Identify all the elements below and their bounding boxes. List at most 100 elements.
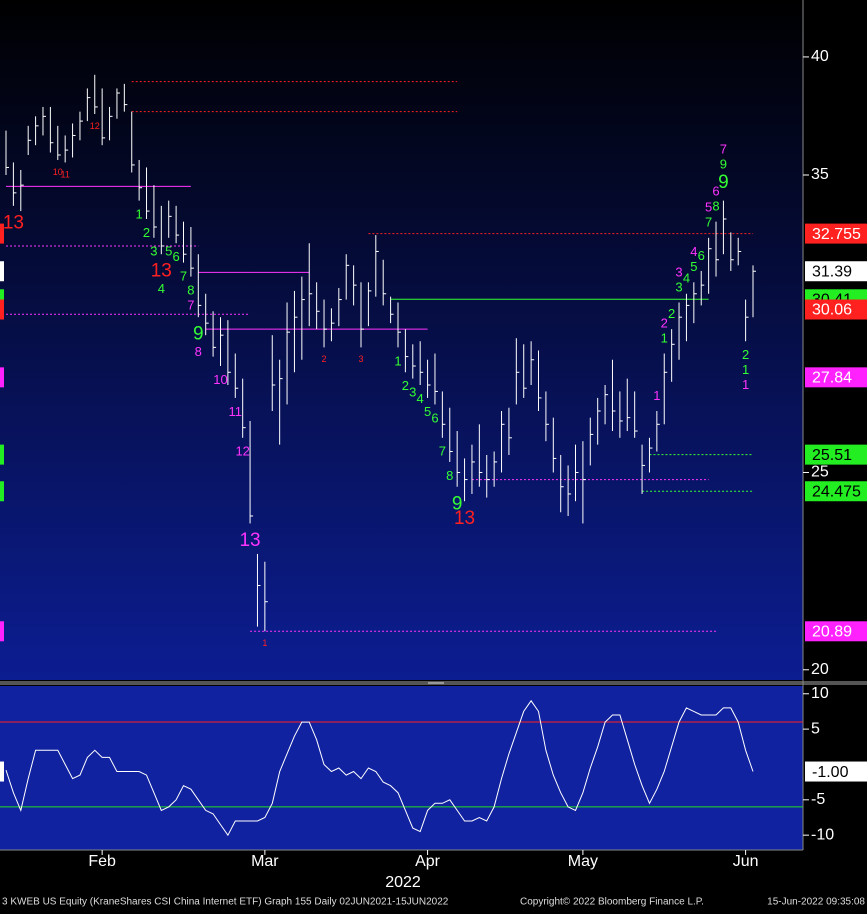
td-count: 3 — [150, 244, 157, 259]
td-count: 7 — [180, 268, 187, 283]
td-count: 5 — [690, 259, 697, 274]
td-count: 12 — [90, 121, 100, 131]
td-count: 8 — [187, 283, 194, 298]
td-count: 10 — [53, 167, 63, 177]
y-tick-label: 20 — [811, 661, 829, 678]
td-count: 7 — [187, 298, 194, 313]
price-label-box — [805, 367, 867, 388]
price-label: 20.89 — [812, 623, 852, 640]
price-label-box — [805, 223, 867, 244]
td-count: 2 — [668, 306, 675, 321]
td-count: 1 — [136, 207, 143, 222]
edge-chip — [0, 261, 4, 282]
td-count: 3 — [359, 354, 364, 364]
td-count: 7 — [705, 215, 712, 230]
td-count: 1 — [394, 353, 401, 368]
td-count: 8 — [712, 199, 719, 214]
td-count: 3 — [675, 279, 682, 294]
td-count: 3 — [409, 385, 416, 400]
oscillator-line — [5, 699, 754, 837]
price-label-box — [805, 621, 867, 642]
price-panel — [0, 0, 803, 680]
edge-chip — [0, 481, 4, 502]
td-count: 4 — [683, 271, 690, 286]
x-tick-label: Feb — [88, 853, 116, 870]
price-label-box — [805, 481, 867, 502]
td-count: 12 — [235, 444, 249, 459]
td-count: 9 — [452, 493, 463, 514]
td-count: 8 — [446, 468, 453, 483]
y-tick-label: 40 — [811, 48, 829, 65]
y-tick-label: 25 — [811, 464, 829, 481]
td-count: 4 — [158, 281, 165, 296]
td-count: 6 — [431, 410, 438, 425]
td-count: 4 — [690, 244, 697, 259]
y-tick-label: 10 — [811, 685, 829, 702]
edge-chip — [0, 367, 4, 388]
td-count: 5 — [705, 200, 712, 215]
edge-chip — [0, 621, 4, 642]
td-count: 6 — [172, 249, 179, 264]
td-count: 2 — [661, 315, 668, 330]
y-tick-label: 35 — [811, 166, 829, 183]
td-count: 4 — [417, 391, 424, 406]
td-count: 1 — [653, 388, 660, 403]
td-count: 11 — [229, 404, 243, 419]
footer-right: 15-Jun-2022 09:35:08 — [767, 897, 865, 908]
td-count: 11 — [60, 169, 69, 179]
td-count: 6 — [698, 248, 705, 263]
td-count: 7 — [439, 444, 446, 459]
td-count: 2 — [742, 347, 749, 362]
td-count: 2 — [143, 225, 150, 240]
price-label: 25.51 — [812, 447, 852, 464]
divider-handle — [428, 682, 444, 684]
x-tick-label: Jun — [733, 853, 759, 870]
td-count: 9 — [718, 172, 729, 193]
td-count: 1 — [742, 377, 749, 392]
td-count: 2 — [322, 354, 327, 364]
y-tick-label: -10 — [811, 826, 834, 843]
price-label-box — [805, 444, 867, 465]
td-count: 1 — [262, 638, 267, 648]
price-label: -1.00 — [812, 764, 849, 781]
footer-left: 3 KWEB US Equity (KraneShares CSI China … — [2, 897, 449, 908]
price-label: 30.06 — [812, 302, 852, 319]
td-count: 13 — [3, 212, 24, 233]
td-count: 1 — [661, 330, 668, 345]
td-count: 10 — [213, 372, 227, 387]
td-count: 3 — [675, 264, 682, 279]
price-label: 24.475 — [812, 483, 861, 500]
x-sublabel: 2022 — [385, 874, 421, 891]
td-count: 13 — [239, 530, 260, 551]
footer-center: Copyright© 2022 Bloomberg Finance L.P. — [520, 897, 704, 908]
y-tick-label: -5 — [811, 791, 825, 808]
td-count: 1 — [742, 362, 749, 377]
td-count: 13 — [151, 261, 172, 282]
price-label: 32.755 — [812, 226, 861, 243]
edge-chip — [0, 761, 4, 782]
td-count: 13 — [454, 508, 475, 529]
price-label-box — [805, 761, 867, 782]
oscillator-panel — [0, 686, 803, 850]
x-tick-label: Apr — [415, 853, 441, 870]
y-tick-label: 5 — [811, 720, 820, 737]
edge-chip — [0, 299, 4, 320]
edge-chip — [0, 223, 4, 244]
td-count: 5 — [165, 244, 172, 259]
td-count: 8 — [195, 344, 202, 359]
price-label: 27.84 — [812, 370, 852, 387]
edge-chip — [0, 289, 4, 310]
td-count: 7 — [720, 142, 727, 157]
price-label-box — [805, 299, 867, 320]
x-tick-label: May — [568, 853, 598, 870]
price-label: 31.39 — [812, 263, 852, 280]
td-count: 9 — [193, 324, 204, 345]
x-tick-label: Mar — [251, 853, 279, 870]
td-count: 2 — [402, 378, 409, 393]
td-count: 5 — [424, 404, 431, 419]
td-count: 6 — [712, 184, 719, 199]
edge-chip — [0, 444, 4, 465]
price-label-box — [805, 261, 867, 282]
